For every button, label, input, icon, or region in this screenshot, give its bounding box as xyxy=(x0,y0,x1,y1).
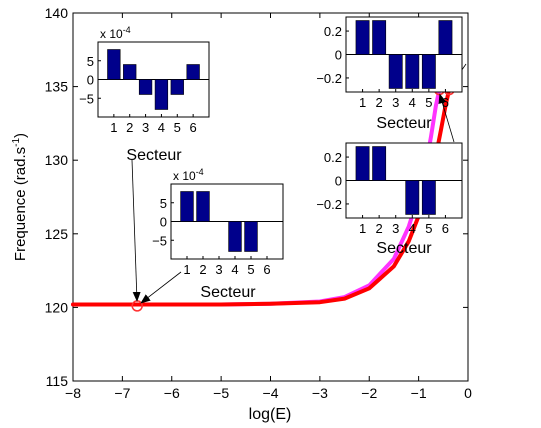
y-tick-label-1: 120 xyxy=(45,299,69,315)
inset-1-bars: 1 2 3 4 5 650−5 xyxy=(79,49,209,135)
inset-1-ytick-label-2: −5 xyxy=(79,91,94,106)
inset-2-ytick-label-1: 0 xyxy=(160,215,167,230)
inset-3-xtick-label-1: 1 xyxy=(359,95,366,110)
inset-1: 1 2 3 4 5 650−5 x 10-4 Secteur xyxy=(79,25,210,164)
inset-1-ytick-label-0: 5 xyxy=(87,54,94,69)
inset-2-xtick-label-6: 6 xyxy=(263,262,270,277)
y-axis-label: Frequence (rad.s-1) xyxy=(11,133,29,261)
inset-1-xtick-label-2: 2 xyxy=(126,120,133,135)
inset-2-bars: 1 2 3 4 5 650−5 xyxy=(152,191,283,277)
inset-2-arrow xyxy=(140,271,182,304)
inset-4-xtick-label-6: 6 xyxy=(442,221,449,236)
inset-2-bar-1 xyxy=(180,191,194,222)
x-tick-label-8: 0 xyxy=(464,385,472,401)
inset-4-bars: 1 2 3 4 5 6 0.2 0 −0.2 xyxy=(316,146,462,236)
inset-3: 1 2 3 4 5 6 0.2 0 −0.2 Secteur xyxy=(316,16,463,132)
inset-1-exponent: x 10-4 xyxy=(100,25,131,41)
y-tick-label-5: 140 xyxy=(45,5,69,21)
inset-1-bar-6 xyxy=(186,64,200,80)
inset-3-xlabel: Secteur xyxy=(376,115,432,132)
x-tick-label-1: −7 xyxy=(114,385,130,401)
y-axis-label-sup: -1 xyxy=(11,138,22,147)
inset-1-bar-4 xyxy=(154,79,169,110)
inset-3-ytick-label-0: 0.2 xyxy=(324,24,342,39)
inset-2-xtick-label-5: 5 xyxy=(247,262,254,277)
inset-1-bar-5 xyxy=(170,79,184,95)
inset-2-xtick-label-4: 4 xyxy=(231,262,238,277)
inset-4-bar-1 xyxy=(355,146,370,181)
inset-4-xtick-label-1: 1 xyxy=(359,221,366,236)
inset-1-bar-3 xyxy=(138,79,153,95)
inset-1-xtick-label-1: 1 xyxy=(110,120,117,135)
inset-3-bars: 1 2 3 4 5 6 0.2 0 −0.2 xyxy=(316,20,462,110)
inset-1-xlabel: Secteur xyxy=(126,147,182,164)
inset-4-xtick-label-4: 4 xyxy=(409,221,416,236)
inset-2: 1 2 3 4 5 650−5 x 10-4 Secteur xyxy=(152,167,284,301)
inset-3-xtick-label-5: 5 xyxy=(425,95,432,110)
y-tick-label-0: 115 xyxy=(46,373,69,389)
inset-4-ytick-label-0: 0.2 xyxy=(324,150,342,165)
inset-3-bar-2 xyxy=(372,20,387,55)
x-tick-label-0: −8 xyxy=(65,385,81,401)
inset-1-arrow xyxy=(131,159,141,302)
annotation-arrows xyxy=(131,63,467,304)
x-tick-label-2: −6 xyxy=(164,385,180,401)
inset-2-ytick-label-0: 5 xyxy=(160,196,167,211)
inset-3-ytick-label-2: −0.2 xyxy=(316,71,342,86)
y-axis-label-close: ) xyxy=(12,133,29,138)
inset-4-xtick-label-3: 3 xyxy=(392,221,399,236)
inset-3-bar-4 xyxy=(405,54,420,89)
y-tick-label-3: 130 xyxy=(45,152,69,168)
inset-4-arrow xyxy=(438,93,455,143)
y-tick-label-4: 135 xyxy=(45,79,69,95)
inset-2-xtick-label-3: 3 xyxy=(215,262,222,277)
inset-3-xtick-label-3: 3 xyxy=(392,95,399,110)
y-axis-label-main: Frequence (rad.s xyxy=(12,147,29,261)
inset-4: 1 2 3 4 5 6 0.2 0 −0.2 Secteur xyxy=(316,142,463,257)
inset-3-ytick-label-1: 0 xyxy=(335,48,342,63)
inset-2-exponent: x 10-4 xyxy=(173,167,204,183)
series-line-1 xyxy=(71,87,452,307)
x-tick-label-3: −5 xyxy=(213,385,229,401)
inset-2-bar-4 xyxy=(228,221,242,252)
inset-1-xtick-label-4: 4 xyxy=(158,120,165,135)
inset-1-xtick-label-5: 5 xyxy=(174,120,181,135)
inset-4-ytick-label-1: 0 xyxy=(335,174,342,189)
inset-1-xtick-label-3: 3 xyxy=(142,120,149,135)
inset-2-xtick-label-1: 1 xyxy=(183,262,190,277)
inset-4-bar-4 xyxy=(405,180,420,215)
inset-4-xtick-label-5: 5 xyxy=(425,221,432,236)
main-curves xyxy=(71,87,452,307)
inset-2-ytick-label-2: −5 xyxy=(152,233,167,248)
inset-3-bar-6 xyxy=(438,20,453,55)
inset-2-xlabel: Secteur xyxy=(200,284,256,301)
inset-4-xtick-label-2: 2 xyxy=(376,221,383,236)
inset-3-xtick-label-2: 2 xyxy=(376,95,383,110)
inset-3-xtick-label-6: 6 xyxy=(442,95,449,110)
inset-3-xtick-label-4: 4 xyxy=(409,95,416,110)
inset-3-bar-5 xyxy=(421,54,436,89)
inset-4-ytick-label-2: −0.2 xyxy=(316,197,342,212)
inset-4-bar-5 xyxy=(421,180,436,215)
inset-2-bar-5 xyxy=(244,221,258,252)
y-tick-label-2: 125 xyxy=(45,226,69,242)
inset-1-ytick-label-1: 0 xyxy=(87,73,94,88)
x-tick-label-5: −3 xyxy=(312,385,328,401)
inset-1-bar-2 xyxy=(123,64,137,80)
inset-1-bar-1 xyxy=(107,49,121,80)
x-axis-label: log(E) xyxy=(249,406,292,423)
x-tick-label-4: −4 xyxy=(263,385,279,401)
inset-3-bar-1 xyxy=(355,20,370,55)
inset-2-bar-2 xyxy=(196,191,210,222)
x-tick-label-6: −2 xyxy=(361,385,377,401)
inset-4-xlabel: Secteur xyxy=(376,240,432,257)
inset-1-xtick-label-6: 6 xyxy=(190,120,197,135)
x-tick-label-7: −1 xyxy=(411,385,427,401)
inset-2-xtick-label-2: 2 xyxy=(199,262,206,277)
inset-4-bar-2 xyxy=(372,146,387,181)
inset-3-bar-3 xyxy=(388,54,403,89)
